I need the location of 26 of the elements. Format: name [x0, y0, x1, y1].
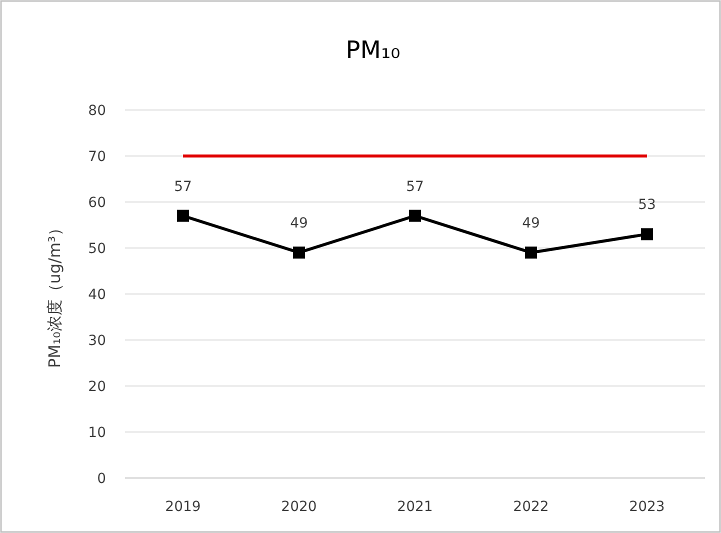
point [641, 228, 653, 240]
y-tick-label: 60 [88, 195, 106, 211]
data-label: 49 [522, 216, 540, 232]
y-tick-label: 40 [88, 287, 106, 303]
point [409, 210, 421, 222]
x-tick-label: 2023 [629, 499, 665, 515]
data-label: 49 [290, 216, 308, 232]
y-tick-label: 0 [97, 471, 106, 487]
data-label: 53 [638, 197, 656, 214]
y-tick-label: 80 [88, 103, 106, 119]
data-label: 57 [174, 178, 192, 195]
point [293, 246, 305, 259]
chart-title: PM₁₀ [346, 36, 400, 64]
x-tick-label: 2020 [281, 499, 317, 515]
y-tick-label: 70 [88, 149, 106, 165]
point [177, 210, 189, 222]
y-tick-label: 30 [88, 333, 106, 349]
data-label: 57 [406, 178, 424, 195]
y-axis-title: PM₁₀浓度（ug/m³） [45, 220, 64, 368]
x-tick-label: 2019 [165, 499, 201, 515]
y-tick-label: 50 [88, 241, 106, 257]
point [525, 246, 537, 259]
y-tick-label: 10 [88, 425, 106, 441]
x-tick-label: 2022 [513, 499, 549, 515]
x-tick-label: 2021 [397, 499, 433, 515]
y-tick-label: 20 [88, 379, 106, 395]
